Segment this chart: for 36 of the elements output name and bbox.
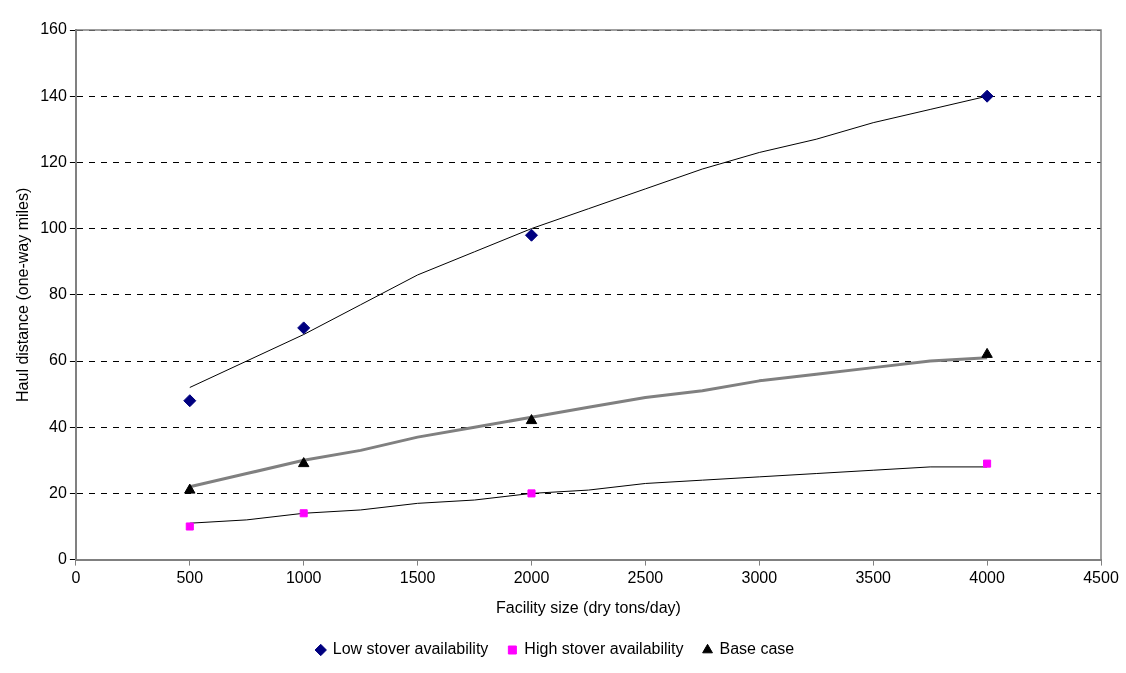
x-tick-label: 4500 — [1083, 568, 1119, 586]
point — [980, 89, 994, 103]
point — [185, 522, 194, 531]
x-tick-label: 4000 — [969, 568, 1005, 586]
point — [525, 414, 538, 425]
point — [184, 483, 196, 494]
point — [298, 457, 310, 468]
point — [525, 228, 538, 242]
point — [183, 394, 197, 408]
x-tick-label: 3000 — [741, 568, 778, 586]
y-tick-label: 0 — [57, 550, 67, 568]
y-axis-title: Haul distance (one-way miles) — [14, 187, 32, 402]
y-tick-label: 160 — [40, 20, 67, 38]
y-tick-label: 80 — [49, 285, 67, 303]
x-tick-label: 2000 — [513, 568, 550, 586]
x-tick-label: 0 — [71, 568, 81, 586]
x-axis-title: Facility size (dry tons/day) — [495, 598, 681, 616]
x-tick-label: 1500 — [399, 568, 436, 586]
x-tick-label: 2500 — [627, 568, 664, 586]
y-tick-label: 100 — [40, 219, 67, 237]
x-tick-label: 3500 — [855, 568, 892, 586]
point — [981, 347, 993, 358]
point — [297, 321, 311, 335]
legend-label: High stover availability — [524, 640, 684, 658]
y-tick-label: 120 — [40, 152, 67, 170]
x-tick-label: 500 — [176, 568, 204, 586]
y-tick-label: 140 — [40, 86, 67, 104]
point — [299, 509, 308, 518]
legend-label: Low stover availability — [332, 640, 489, 658]
y-tick-label: 60 — [49, 351, 67, 369]
x-tick-label: 1000 — [285, 568, 322, 586]
point — [983, 459, 992, 468]
y-tick-label: 20 — [49, 483, 67, 501]
point — [527, 489, 536, 498]
legend-label: Base case — [719, 640, 795, 658]
y-tick-label: 40 — [49, 417, 67, 435]
